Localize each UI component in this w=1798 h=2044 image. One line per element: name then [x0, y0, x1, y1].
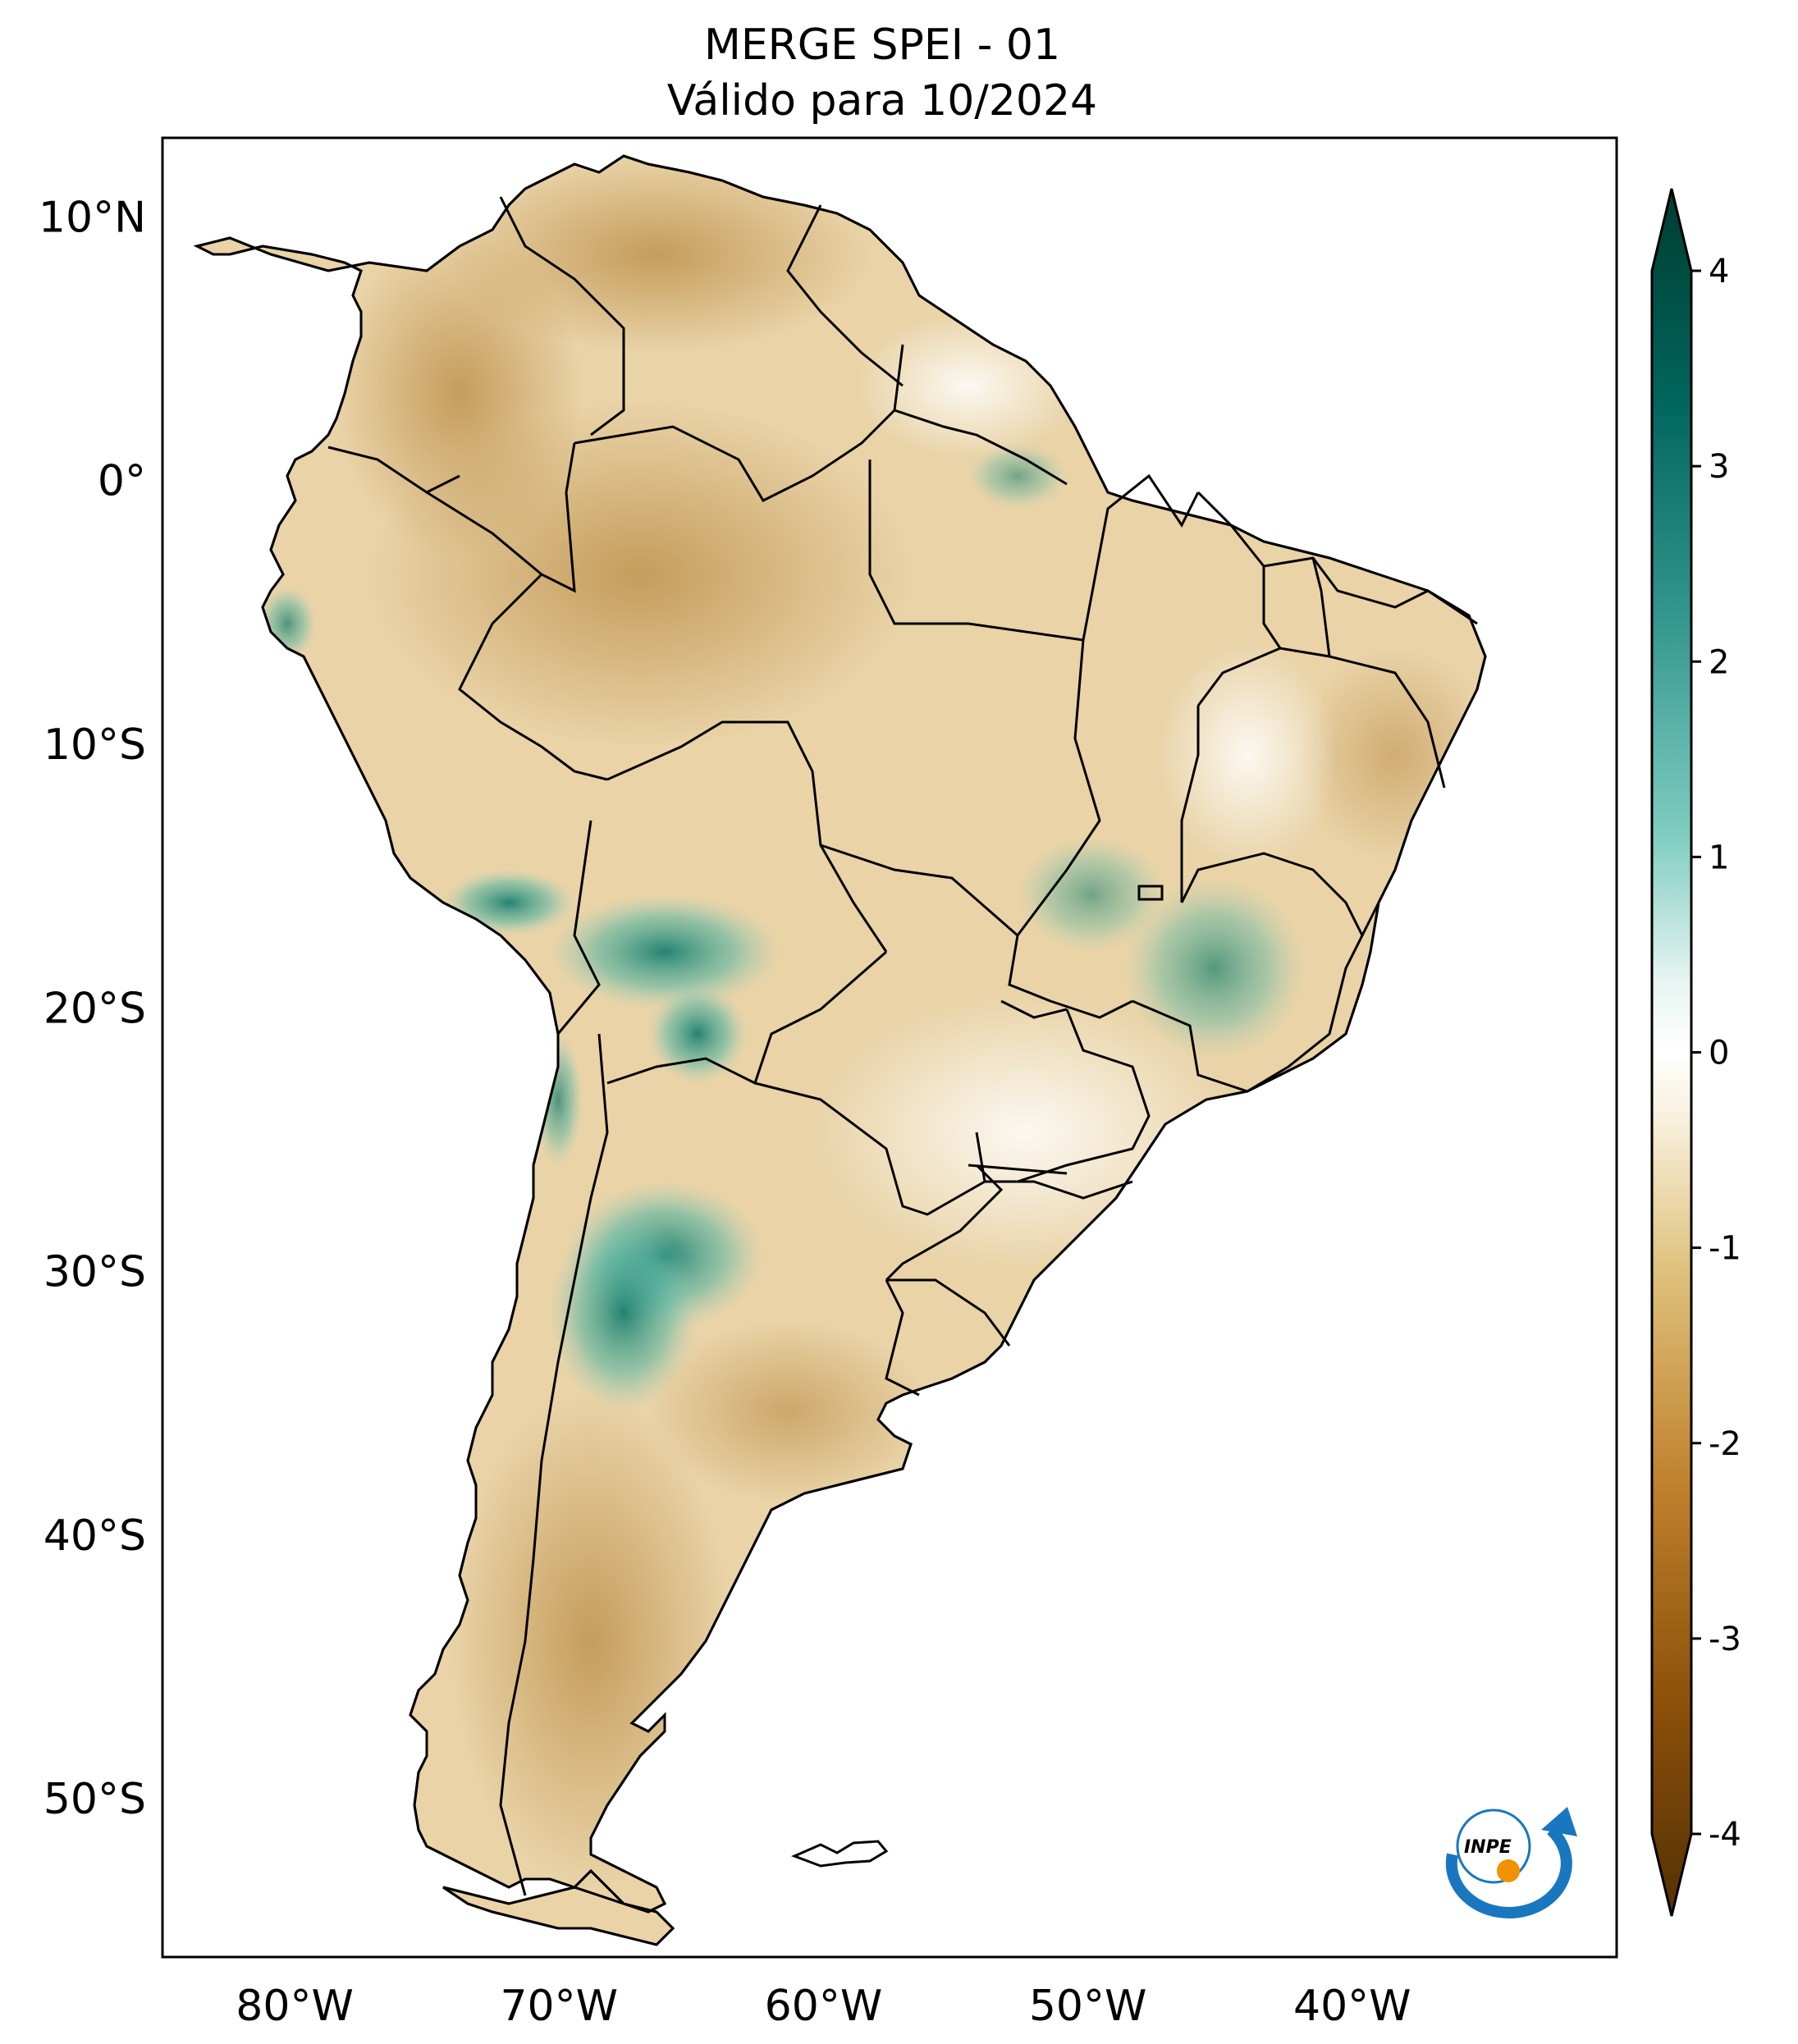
border-peru-bolivia [556, 820, 601, 1035]
logo-sun-icon [1497, 1859, 1520, 1882]
border-state-1 [868, 460, 1084, 642]
inpe-logo: INPE [1445, 1807, 1577, 1918]
logo-text: INPE [1464, 1837, 1512, 1858]
longitude-label: 70°W [500, 1982, 618, 2031]
pale-area-piaui [1157, 640, 1338, 870]
latitude-label: 10°N [39, 193, 146, 242]
border-state-14 [968, 1164, 1068, 1175]
colorbar-tick-label: -1 [1709, 1230, 1741, 1268]
latitude-label: 20°S [43, 984, 146, 1033]
colorbar-tick-label: -3 [1709, 1621, 1741, 1658]
wet-area-cuyo [550, 1214, 698, 1411]
latitude-label: 30°S [43, 1248, 146, 1297]
dry-area-colombia [336, 230, 583, 558]
border-state-12 [985, 1008, 1151, 1183]
wet-area-minas [1124, 878, 1305, 1059]
border-brazil-uruguay [886, 1278, 1011, 1347]
wet-area-goias [1018, 837, 1165, 952]
wet-area-para [968, 443, 1067, 509]
border-state-6 [1180, 852, 1364, 936]
logo-arrow-icon [1541, 1807, 1577, 1836]
border-venezuela-guyana [786, 204, 904, 387]
border-chile-argentina [499, 1033, 609, 1896]
colorbar-tick-label: 4 [1709, 253, 1729, 290]
federal-district [1137, 885, 1164, 901]
falkland-islands [791, 1840, 889, 1868]
border-state-11 [1311, 557, 1331, 657]
longitude-label: 40°W [1293, 1982, 1411, 2031]
colorbar: 4 3 2 1 0 -1 -2 -3 -4 [1650, 188, 1741, 1917]
longitude-label: 80°W [236, 1982, 354, 2031]
border-state-4 [820, 844, 1018, 937]
longitude-labels: 80°W 70°W 60°W 50°W 40°W [236, 1982, 1411, 2031]
colorbar-body [1650, 188, 1693, 1917]
country-borders [327, 196, 1478, 1896]
longitude-label: 50°W [1029, 1982, 1147, 2031]
coastline [193, 154, 1487, 1946]
colorbar-tick-label: 2 [1709, 643, 1729, 681]
wet-area-chaco [648, 985, 747, 1083]
logo-orbit-icon [1456, 1809, 1531, 1884]
longitude-label: 60°W [765, 1982, 883, 2031]
colorbar-tick-label: -2 [1709, 1425, 1741, 1463]
latitude-label: 50°S [43, 1775, 146, 1824]
latitude-label: 40°S [43, 1511, 146, 1561]
title-line-2: Válido para 10/2024 [667, 76, 1097, 126]
map-frame [161, 136, 1618, 1959]
dry-area-pampas [648, 1321, 927, 1502]
colorbar-ticks: 4 3 2 1 0 -1 -2 -3 -4 [1691, 253, 1741, 1854]
border-guyana-suriname [893, 344, 904, 411]
border-state-13 [985, 1180, 1133, 1200]
border-peru-brazil [458, 573, 608, 781]
border-state-7 [1180, 706, 1200, 903]
border-state-10 [1263, 556, 1478, 625]
border-argentina-uruguay [885, 1279, 920, 1397]
colorbar-tick-label: 0 [1709, 1035, 1729, 1072]
border-brazil-bolivia [606, 720, 888, 953]
border-colombia-ecuador [327, 446, 460, 494]
border-colombia-venezuela [499, 196, 625, 437]
logo-arc-icon [1445, 1825, 1572, 1918]
latitude-label: 10°S [43, 720, 146, 770]
border-state-5 [1132, 902, 1380, 1093]
border-state-2 [1082, 473, 1200, 641]
latitude-label: 0° [98, 457, 146, 506]
colorbar-tick-label: 1 [1709, 839, 1729, 876]
wet-area-bolivia [550, 894, 780, 1009]
colorbar-tick-label: 3 [1709, 448, 1729, 486]
border-colombia-peru [426, 442, 576, 593]
border-state-15 [1000, 999, 1068, 1019]
colorbar-tick-label: -4 [1709, 1816, 1741, 1854]
latitude-labels: 10°N 0° 10°S 20°S 30°S 40°S 50°S [39, 193, 146, 1824]
border-brazil-north [574, 409, 1068, 502]
title-line-1: MERGE SPEI - 01 [704, 21, 1060, 70]
map-area: INPE [162, 138, 1617, 1957]
